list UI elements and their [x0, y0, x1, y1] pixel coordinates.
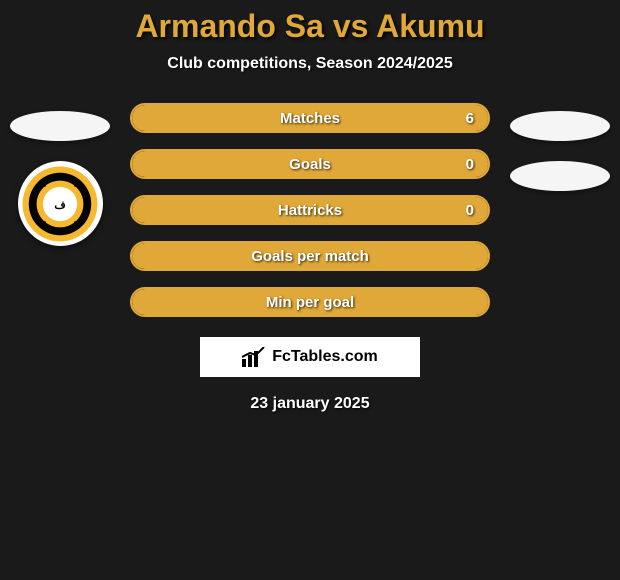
page-title: Armando Sa vs Akumu	[0, 8, 620, 45]
club-badge-left: ف	[18, 161, 103, 246]
stat-label: Matches	[280, 110, 340, 127]
stat-label: Hattricks	[278, 202, 342, 219]
subtitle: Club competitions, Season 2024/2025	[0, 55, 620, 73]
comparison-layout: ف Matches 6 Goals 0 Hattricks 0 Goals per matc…	[0, 103, 620, 317]
date-text: 23 january 2025	[0, 395, 620, 413]
stat-label: Goals per match	[251, 248, 369, 265]
stat-row: Matches 6	[130, 103, 490, 133]
stat-value-right: 0	[466, 202, 474, 219]
comparison-card: Armando Sa vs Akumu Club competitions, S…	[0, 0, 620, 413]
stat-row: Goals per match	[130, 241, 490, 271]
left-player-col: ف	[0, 103, 120, 246]
branding-badge: FcTables.com	[200, 337, 420, 377]
stat-value-right: 6	[466, 110, 474, 127]
player-photo-placeholder-right	[510, 111, 610, 141]
stat-row: Min per goal	[130, 287, 490, 317]
stat-row: Goals 0	[130, 149, 490, 179]
svg-text:ف: ف	[54, 199, 65, 211]
club-badge-placeholder-right	[510, 161, 610, 191]
right-player-col	[500, 103, 620, 191]
player-photo-placeholder-left	[10, 111, 110, 141]
stat-row: Hattricks 0	[130, 195, 490, 225]
stat-label: Goals	[289, 156, 331, 173]
stat-label: Min per goal	[266, 294, 354, 311]
chart-icon	[242, 347, 266, 367]
stat-value-right: 0	[466, 156, 474, 173]
branding-text: FcTables.com	[272, 348, 378, 366]
sepahan-logo-icon: ف	[21, 165, 99, 243]
stats-column: Matches 6 Goals 0 Hattricks 0 Goals per match M…	[120, 103, 500, 317]
